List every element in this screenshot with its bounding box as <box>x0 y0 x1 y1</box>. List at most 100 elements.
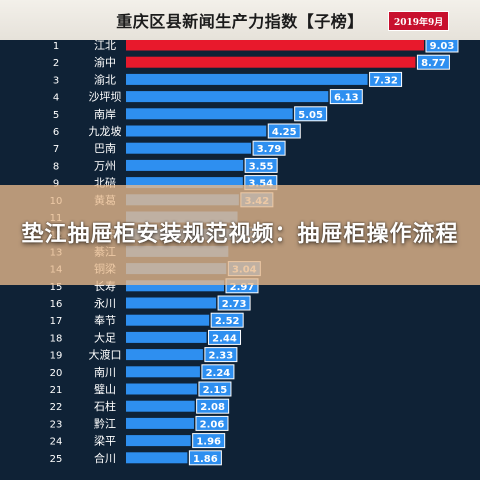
bar <box>126 452 188 464</box>
rank-label: 19 <box>50 351 63 362</box>
value-label-box <box>217 295 251 311</box>
value-label-box <box>201 364 235 380</box>
bar <box>126 39 424 51</box>
rank-label: 6 <box>53 127 59 138</box>
value-label: 2.33 <box>209 351 234 362</box>
value-label-box <box>198 381 232 397</box>
category-label: 巴南 <box>94 142 116 155</box>
overlay-caption: 垫江抽屉柜安装规范视频：抽屉柜操作流程 <box>21 222 459 247</box>
bar <box>126 142 252 154</box>
category-label: 合川 <box>94 451 116 465</box>
rank-label: 21 <box>50 385 63 396</box>
value-label-box <box>416 54 450 70</box>
value-label: 6.13 <box>334 93 359 104</box>
category-label: 永川 <box>94 296 116 310</box>
category-label: 石柱 <box>94 399 116 413</box>
category-label: 大足 <box>94 330 116 344</box>
value-label: 2.15 <box>203 385 228 396</box>
bar <box>126 366 200 378</box>
value-label: 2.24 <box>206 368 231 379</box>
bar <box>126 331 207 343</box>
category-label: 渝中 <box>94 55 116 69</box>
bar <box>126 383 197 395</box>
value-label: 1.86 <box>193 454 218 465</box>
value-label-box <box>329 89 363 105</box>
value-label-box <box>244 157 278 173</box>
date-badge: 2019年9月 <box>388 11 450 31</box>
category-label: 万州 <box>94 159 116 172</box>
rank-label: 20 <box>50 368 63 379</box>
bar <box>126 349 203 361</box>
page-title: 重庆区县新闻生产力指数【子榜】 <box>116 12 364 31</box>
value-label-box <box>195 415 229 431</box>
value-label-box <box>192 433 226 449</box>
value-label-box <box>208 329 242 345</box>
category-label: 南岸 <box>94 108 116 121</box>
value-label: 4.25 <box>272 127 297 138</box>
category-label: 沙坪坝 <box>89 90 122 104</box>
value-label: 3.54 <box>248 179 273 190</box>
value-label: 2.97 <box>230 282 255 293</box>
value-label: 3.79 <box>257 144 282 155</box>
bar <box>126 125 267 137</box>
value-label-box <box>294 106 328 122</box>
value-label-box <box>188 450 222 466</box>
category-label: 江北 <box>94 39 116 52</box>
rank-label: 5 <box>53 110 59 121</box>
value-label: 1.96 <box>196 437 221 448</box>
category-label: 大渡口 <box>89 348 122 362</box>
rank-label: 22 <box>50 402 63 413</box>
value-label-box <box>369 71 403 87</box>
value-label: 2.73 <box>222 299 247 310</box>
value-label-box <box>252 140 286 156</box>
bar <box>126 297 217 309</box>
value-label-box <box>204 347 238 363</box>
rank-label: 8 <box>53 161 59 172</box>
rank-label: 18 <box>50 333 63 344</box>
bar <box>126 177 243 189</box>
rank-label: 3 <box>53 75 59 86</box>
rank-label: 2 <box>53 58 59 69</box>
bar <box>126 314 210 326</box>
value-label-box <box>196 398 230 414</box>
title-bar: 重庆区县新闻生产力指数【子榜】 2019年9月 <box>0 0 480 40</box>
bar <box>126 159 244 171</box>
rank-label: 7 <box>53 144 59 155</box>
value-label-box <box>267 123 301 139</box>
rank-label: 24 <box>50 437 63 448</box>
bar <box>126 56 416 68</box>
category-label: 黔江 <box>94 416 116 430</box>
value-label: 3.55 <box>249 161 274 172</box>
rank-label: 23 <box>50 419 63 430</box>
rank-label: 16 <box>50 299 63 310</box>
bar <box>126 400 195 412</box>
category-label: 九龙坡 <box>89 125 122 138</box>
rank-label: 1 <box>53 41 59 52</box>
value-label: 5.05 <box>298 110 323 121</box>
bar <box>126 73 368 85</box>
caption-overlay: 垫江抽屉柜安装规范视频：抽屉柜操作流程 <box>0 185 480 285</box>
bar <box>126 417 194 429</box>
category-label: 奉节 <box>94 313 116 327</box>
value-label: 8.77 <box>421 58 446 69</box>
bar <box>126 280 225 292</box>
rank-label: 25 <box>50 454 63 465</box>
category-label: 璧山 <box>94 382 116 396</box>
bar <box>126 435 191 447</box>
bar <box>126 91 329 103</box>
value-label: 2.06 <box>200 419 225 430</box>
rank-label: 15 <box>50 282 63 293</box>
value-label: 2.52 <box>215 316 240 327</box>
value-label: 2.08 <box>200 402 225 413</box>
value-label: 7.32 <box>373 75 398 86</box>
category-label: 渝北 <box>94 72 116 86</box>
rank-label: 9 <box>53 179 59 190</box>
category-label: 梁平 <box>94 434 116 448</box>
value-label-box <box>210 312 244 328</box>
rank-label: 17 <box>50 316 63 327</box>
value-label: 9.03 <box>430 41 455 52</box>
category-label: 南川 <box>94 366 116 379</box>
rank-label: 4 <box>53 93 59 104</box>
value-label: 2.44 <box>212 333 237 344</box>
